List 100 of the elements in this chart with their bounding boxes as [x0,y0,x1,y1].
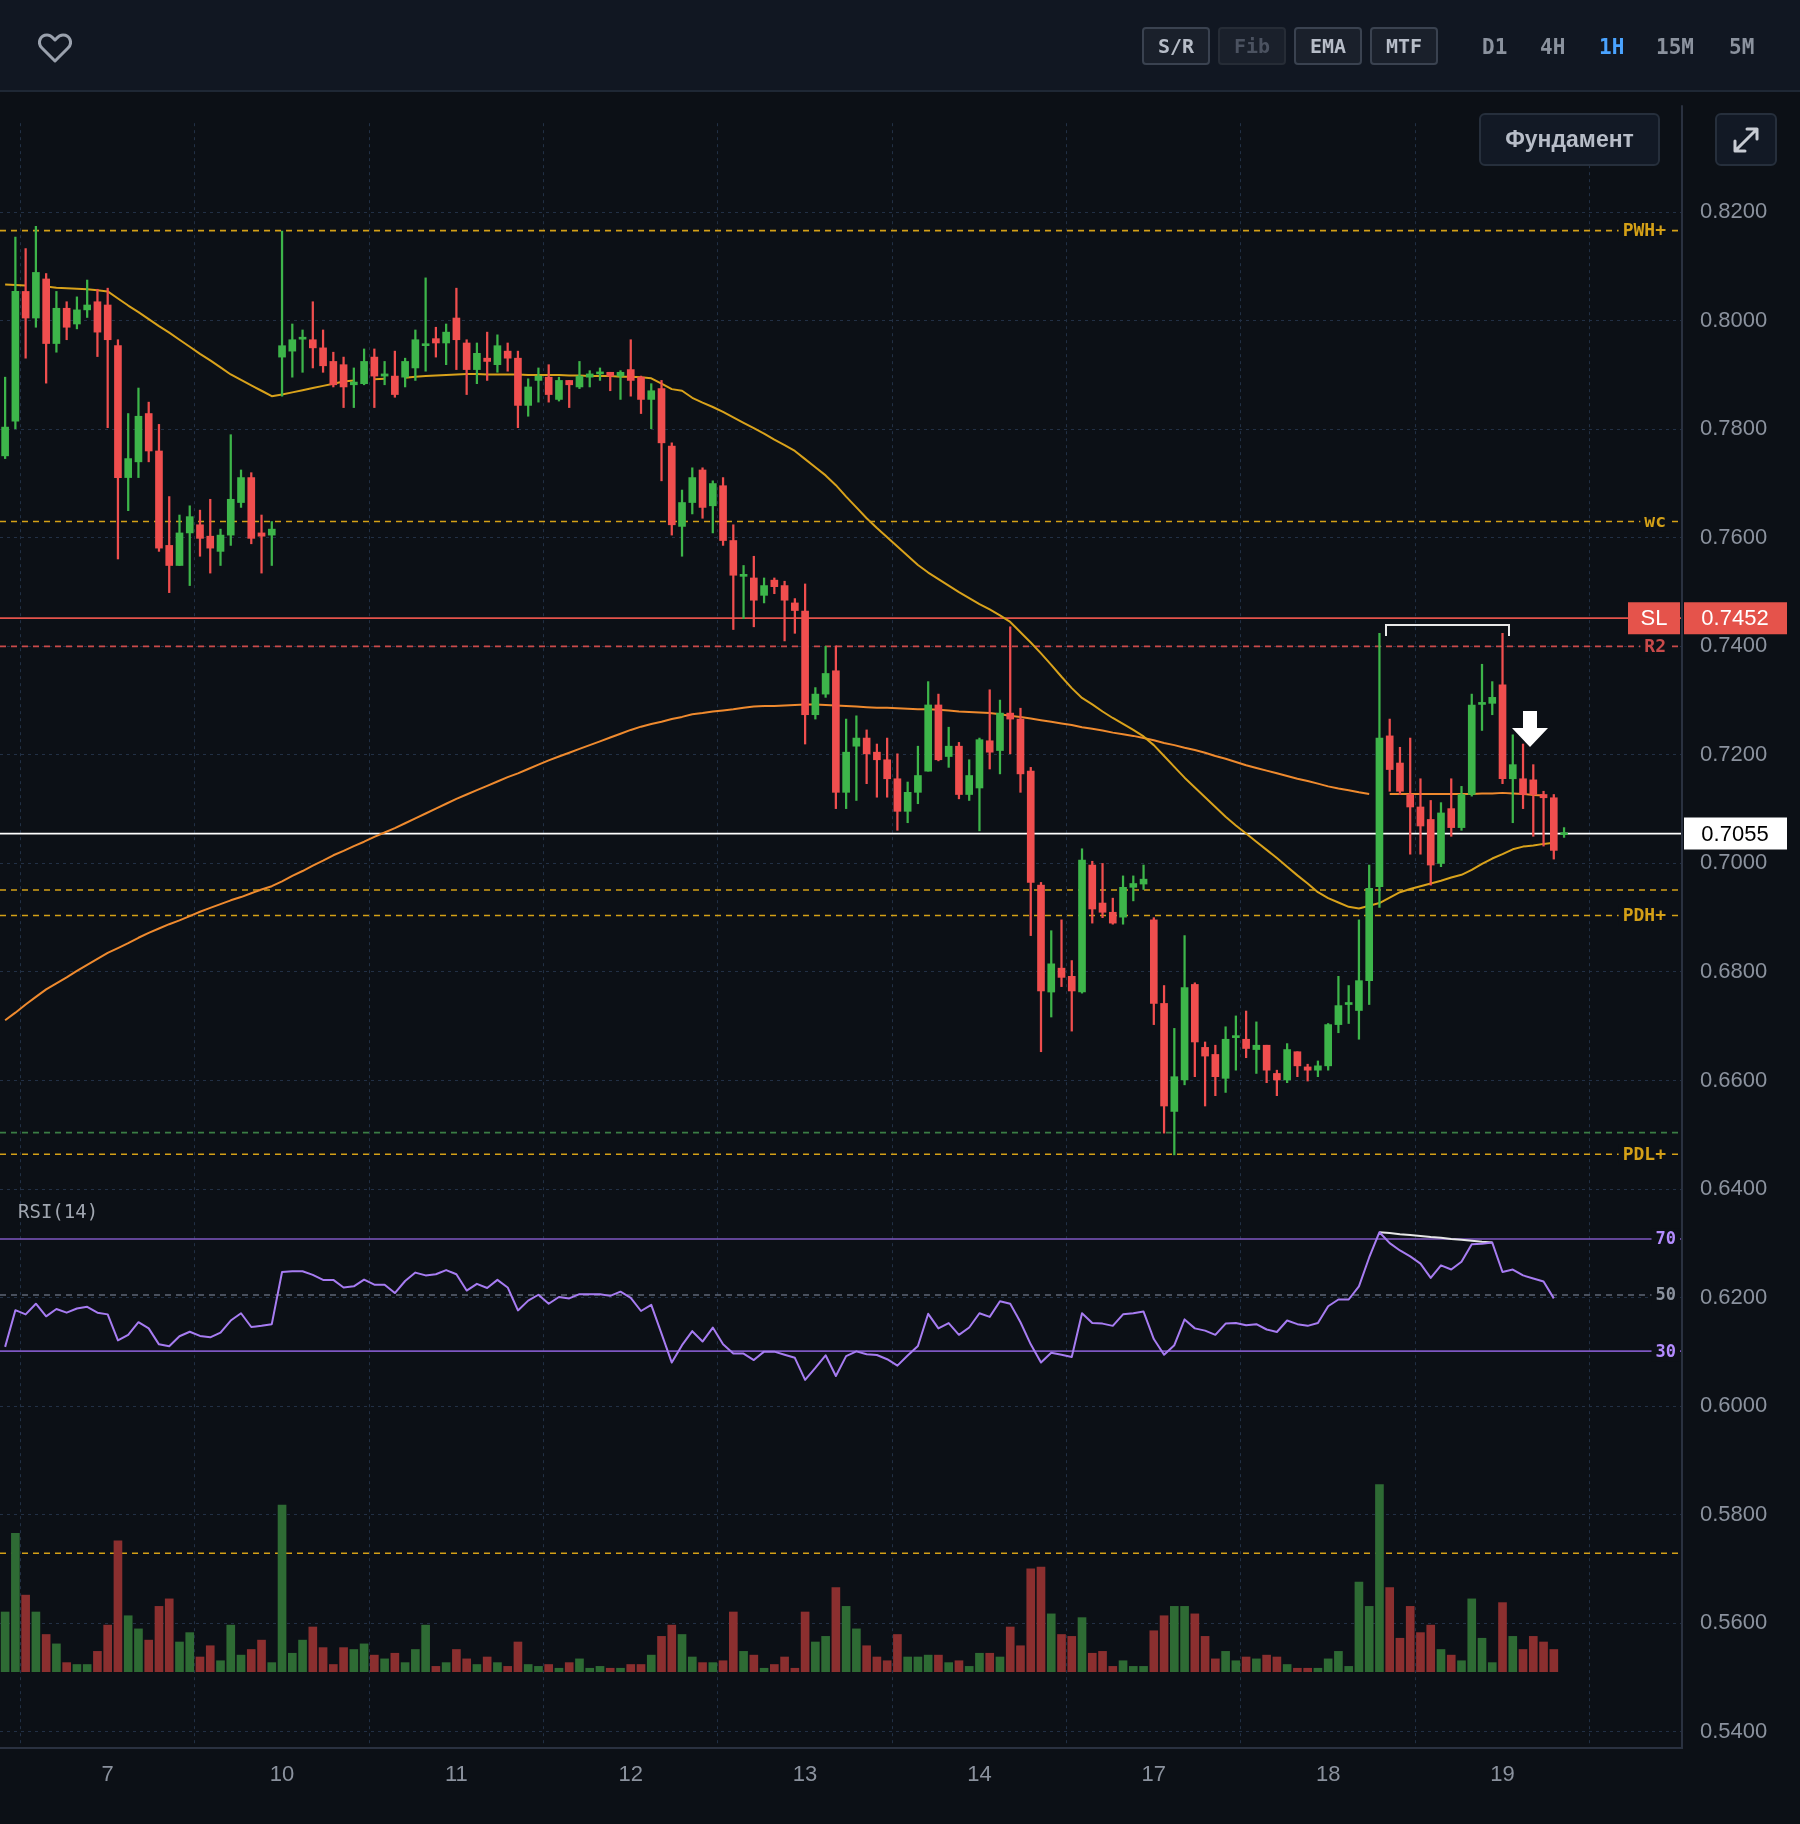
y-tick-label: 0.6200 [1700,1283,1768,1309]
bar [616,1667,625,1672]
bar [390,1652,400,1672]
bar [636,1664,646,1672]
bar [62,1662,71,1672]
text: D1 [1482,34,1508,61]
bar [31,1611,41,1672]
bar [749,1654,759,1672]
bar [800,1611,810,1672]
bar [841,1606,851,1672]
bar [205,1645,215,1672]
bar [1262,1654,1271,1672]
bar [318,1647,328,1672]
x-tick-label: 17 [1141,1761,1167,1787]
text: 1H [1599,34,1625,61]
bar [1446,1654,1456,1672]
bar [698,1662,707,1672]
y-tick-label: 70 [1655,1228,1676,1249]
candlestick [1057,919,1066,987]
text: 4H [1540,34,1566,61]
bar [1231,1660,1241,1672]
bar [1518,1649,1528,1672]
bar [852,1628,861,1672]
candlestick [298,329,307,373]
bar [308,1626,318,1672]
bar [113,1540,123,1672]
ref-line-label: SL [1640,605,1668,631]
y-tick-label: 0.8200 [1700,198,1768,224]
bar [1313,1667,1323,1672]
y-tick-label: 0.7600 [1700,523,1768,549]
candlestick [452,287,461,370]
y-tick-label: 50 [1655,1284,1676,1305]
bar [441,1662,451,1672]
bar [739,1651,748,1672]
candlestick [1539,790,1548,847]
bar [903,1656,912,1672]
y-tick-label: 0.6800 [1700,958,1768,984]
bar [1211,1658,1220,1672]
bar [154,1606,164,1672]
ref-line-label: PWH+ [1622,219,1667,241]
y-tick-label: 0.6400 [1700,1175,1768,1201]
bar [1241,1656,1251,1672]
bar [472,1664,482,1672]
ref-line-label: R2 [1644,635,1666,657]
bar [1046,1613,1056,1672]
bar [513,1641,523,1672]
y-tick-label: 0.8000 [1700,306,1768,332]
bar [1221,1651,1230,1672]
text: MTF [1370,27,1438,65]
bar [923,1654,933,1672]
bar [277,1504,287,1672]
bar [349,1649,359,1672]
bar [605,1667,615,1672]
text: EMA [1294,27,1362,65]
bar [380,1658,389,1672]
y-tick-label: 0.7200 [1700,740,1768,766]
bar [1477,1637,1487,1672]
bar [267,1662,277,1672]
text: 5M [1729,34,1755,61]
bar [1354,1581,1364,1672]
bar [646,1654,656,1672]
bar [595,1666,605,1672]
bar [21,1594,30,1672]
y-tick-label: 0.6600 [1700,1066,1768,1092]
bar [0,1611,10,1672]
bar [1200,1636,1210,1672]
bar [934,1654,943,1672]
bar [493,1662,502,1672]
y-tick-label: 0.7800 [1700,415,1768,441]
bar [11,1532,20,1672]
x-tick-label: 13 [792,1761,818,1787]
x-tick-label: 11 [444,1761,468,1787]
bar [1272,1656,1282,1672]
bar [503,1666,513,1672]
bar [954,1660,964,1672]
annotation: Фундамент [1479,113,1660,166]
bar [872,1656,882,1672]
bar [718,1660,728,1672]
candlestick [1252,1021,1261,1074]
bar [708,1662,718,1672]
bar [862,1645,871,1672]
bar [544,1664,554,1672]
bar [1395,1637,1405,1672]
bar [687,1656,697,1672]
candlestick [1098,863,1107,919]
text: RSI(14) [18,1199,99,1222]
y-tick-label: 0.5600 [1700,1609,1768,1635]
bar [790,1667,800,1672]
bar [1077,1617,1087,1672]
x-tick-label: 19 [1490,1761,1515,1787]
bar [1487,1662,1497,1672]
y-tick-label: 0.6000 [1700,1392,1768,1418]
y-tick-label: 0.5800 [1700,1500,1768,1526]
y-tick-label: 30 [1655,1340,1676,1361]
bar [728,1611,738,1672]
text: 15M [1656,34,1694,61]
candlestick [421,277,430,372]
x-tick-label: 12 [618,1761,643,1787]
text: 0.7055 [1701,820,1769,846]
ref-line-label: PDH+ [1622,904,1667,926]
